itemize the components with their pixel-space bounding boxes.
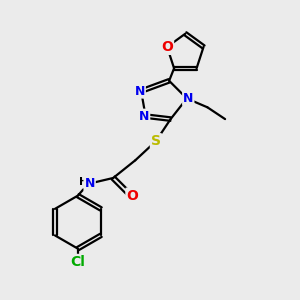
Text: O: O xyxy=(126,189,138,202)
Text: N: N xyxy=(139,110,149,123)
Text: N: N xyxy=(85,177,95,190)
Text: Cl: Cl xyxy=(70,255,85,269)
Text: O: O xyxy=(161,40,173,54)
Text: N: N xyxy=(134,85,145,98)
Text: N: N xyxy=(183,92,194,105)
Text: H: H xyxy=(79,177,88,188)
Text: S: S xyxy=(151,134,161,148)
